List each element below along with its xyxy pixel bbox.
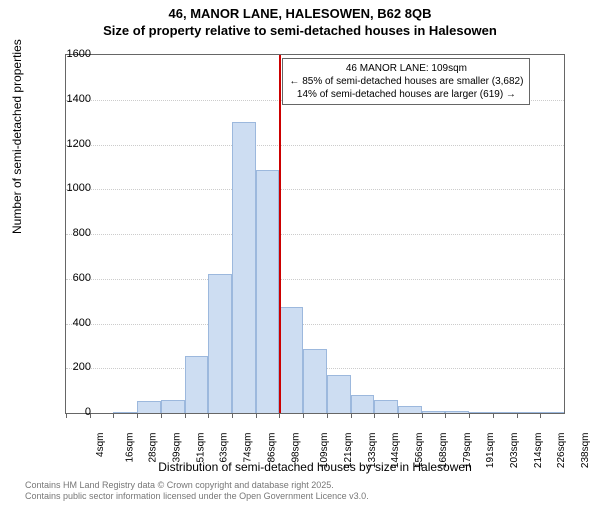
footer-line2: Contains public sector information licen… [25,491,369,502]
histogram-bar [303,349,327,413]
histogram-bar [398,406,422,413]
chart-title-line2: Size of property relative to semi-detach… [0,23,600,38]
histogram-bar [374,400,398,413]
x-tick [137,413,138,418]
y-tick-label: 800 [73,227,91,239]
y-tick-label: 200 [73,361,91,373]
x-tick-label: 16sqm [124,433,135,463]
x-tick [445,413,446,418]
histogram-bar [185,356,209,413]
histogram-bar [540,412,564,413]
x-tick [493,413,494,418]
x-tick [469,413,470,418]
annotation-line2: ← 85% of semi-detached houses are smalle… [289,75,523,88]
histogram-bar [422,411,446,413]
x-tick-label: 51sqm [195,433,206,463]
y-tick-label: 0 [85,406,91,418]
x-tick [422,413,423,418]
x-tick [374,413,375,418]
x-tick-label: 238sqm [580,433,591,469]
x-tick [398,413,399,418]
y-gridline [66,234,564,235]
chart-plot-area: 4sqm16sqm28sqm39sqm51sqm63sqm74sqm86sqm9… [65,54,565,414]
x-tick [161,413,162,418]
chart-title-line1: 46, MANOR LANE, HALESOWEN, B62 8QB [0,6,600,21]
x-tick-label: 28sqm [148,433,159,463]
x-tick [327,413,328,418]
histogram-bar [208,274,232,413]
x-tick [256,413,257,418]
histogram-bar [517,412,541,413]
x-tick-label: 86sqm [266,433,277,463]
x-tick [208,413,209,418]
x-tick [66,413,67,418]
y-gridline [66,189,564,190]
x-tick [113,413,114,418]
x-tick-label: 4sqm [95,433,106,457]
histogram-bar [493,412,517,413]
x-tick-label: 39sqm [172,433,183,463]
reference-line [279,55,281,413]
histogram-bar [327,375,351,413]
histogram-bar [137,401,161,413]
y-tick-label: 1600 [67,48,91,60]
x-axis-title: Distribution of semi-detached houses by … [65,460,565,474]
annotation-line1: 46 MANOR LANE: 109sqm [289,62,523,75]
x-tick [303,413,304,418]
histogram-bar [279,307,303,413]
histogram-bar [256,170,280,413]
y-tick-label: 1200 [67,138,91,150]
x-tick-label: 74sqm [243,433,254,463]
x-tick [232,413,233,418]
y-axis-title: Number of semi-detached properties [10,39,24,234]
x-tick-label: 63sqm [219,433,230,463]
y-tick-label: 1400 [67,93,91,105]
histogram-bar [113,412,137,413]
y-gridline [66,145,564,146]
x-tick [351,413,352,418]
annotation-line3: 14% of semi-detached houses are larger (… [289,88,523,101]
x-tick [185,413,186,418]
histogram-bar [445,411,469,413]
annotation-box: 46 MANOR LANE: 109sqm← 85% of semi-detac… [282,58,530,105]
histogram-bar [469,412,493,413]
histogram-bar [351,395,375,413]
y-tick-label: 1000 [67,182,91,194]
y-tick-label: 600 [73,272,91,284]
y-gridline [66,279,564,280]
x-tick [279,413,280,418]
footer-attribution: Contains HM Land Registry data © Crown c… [25,480,369,502]
footer-line1: Contains HM Land Registry data © Crown c… [25,480,369,491]
x-tick [540,413,541,418]
histogram-bar [232,122,256,413]
x-tick [517,413,518,418]
y-tick-label: 400 [73,317,91,329]
histogram-bar [161,400,185,413]
y-gridline [66,324,564,325]
x-tick-label: 98sqm [290,433,301,463]
